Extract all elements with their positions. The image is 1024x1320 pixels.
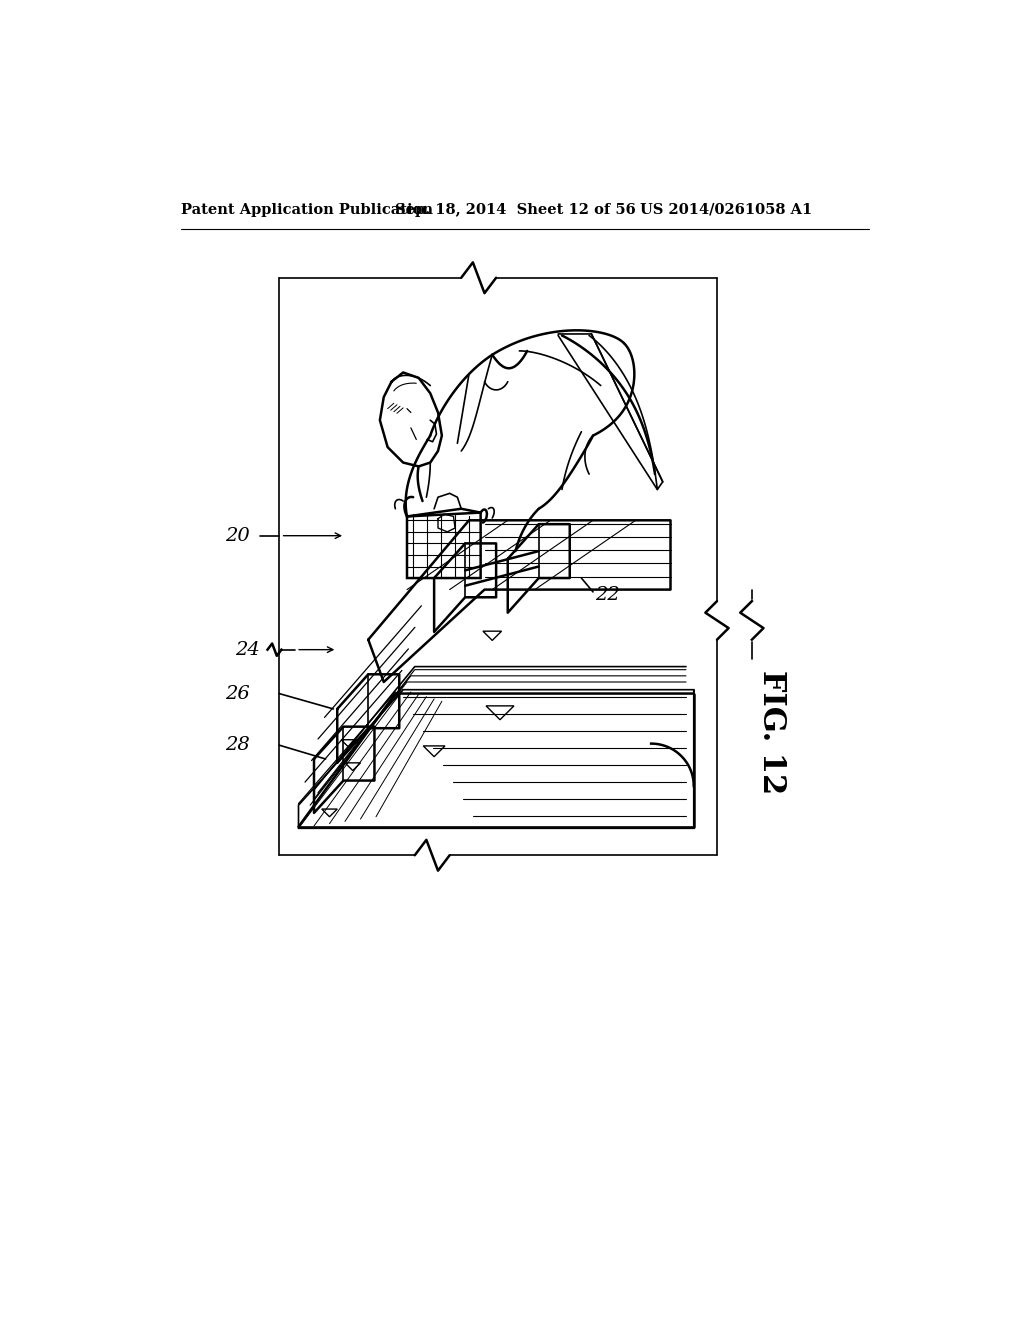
Text: 24: 24	[234, 640, 260, 659]
Text: Sep. 18, 2014  Sheet 12 of 56: Sep. 18, 2014 Sheet 12 of 56	[395, 203, 636, 216]
Text: 22: 22	[595, 586, 621, 605]
Text: 20: 20	[225, 527, 250, 545]
Text: 26: 26	[225, 685, 250, 702]
Text: US 2014/0261058 A1: US 2014/0261058 A1	[640, 203, 812, 216]
Text: 28: 28	[225, 737, 250, 754]
Text: Patent Application Publication: Patent Application Publication	[180, 203, 433, 216]
Text: FIG. 12: FIG. 12	[756, 671, 786, 795]
